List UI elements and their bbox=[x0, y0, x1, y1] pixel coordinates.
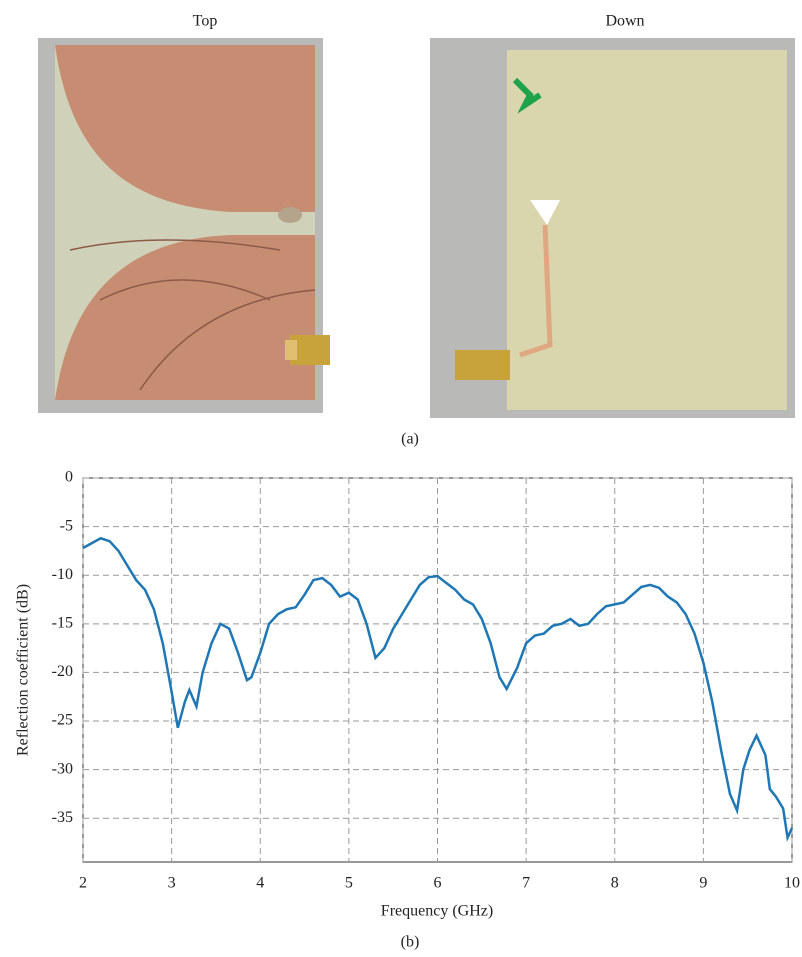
y-tick-label: -30 bbox=[52, 760, 73, 777]
x-tick-label: 7 bbox=[522, 875, 530, 892]
caption: (b) bbox=[401, 934, 420, 951]
data-line bbox=[82, 536, 794, 843]
x-axis-label: Frequency (GHz) bbox=[381, 903, 493, 920]
y-axis-label: Reflection coefficient (dB) bbox=[15, 584, 32, 756]
photo-down bbox=[430, 38, 795, 418]
x-tick-label: 10 bbox=[784, 875, 800, 892]
y-tick-label: -10 bbox=[52, 566, 73, 583]
x-tick-label: 3 bbox=[168, 875, 176, 892]
y-tick-label: -15 bbox=[52, 614, 73, 631]
y-tick-label: -20 bbox=[52, 663, 73, 680]
y-tick-label: -25 bbox=[52, 712, 73, 729]
caption: (a) bbox=[401, 431, 419, 448]
y-tick-label: 0 bbox=[65, 469, 73, 486]
x-tick-label: 2 bbox=[79, 875, 87, 892]
photo-label: Top bbox=[193, 13, 218, 30]
photo-label: Down bbox=[605, 13, 644, 30]
x-tick-label: 8 bbox=[611, 875, 619, 892]
photo-top bbox=[38, 38, 330, 413]
x-tick-label: 5 bbox=[345, 875, 353, 892]
x-tick-label: 9 bbox=[699, 875, 707, 892]
x-tick-label: 6 bbox=[434, 875, 442, 892]
y-tick-label: -35 bbox=[52, 809, 73, 826]
y-tick-label: -5 bbox=[60, 517, 73, 534]
x-tick-label: 4 bbox=[256, 875, 264, 892]
